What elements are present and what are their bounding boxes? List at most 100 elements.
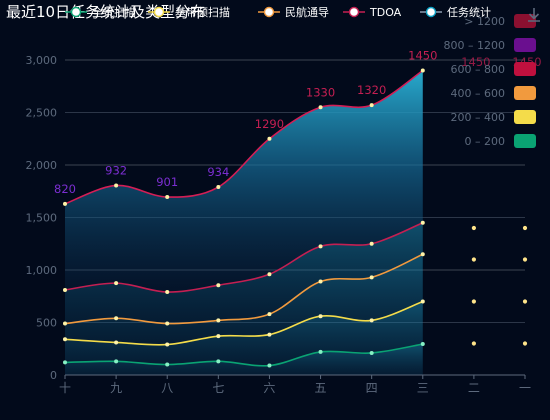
data-point (216, 185, 221, 190)
data-point (318, 105, 323, 110)
legend-marker (425, 6, 437, 18)
data-label: 901 (156, 175, 178, 189)
data-point (165, 342, 170, 347)
visual-map-label: 800 – 1200 (444, 39, 505, 52)
data-point (63, 287, 67, 292)
legend-item-3[interactable]: TDOA (343, 6, 402, 19)
visual-map-swatch (514, 14, 536, 28)
y-tick-label: 3,000 (26, 54, 58, 67)
visual-map-swatch (514, 86, 536, 100)
legend[interactable]: 全景扫描 基带频扫描 民航通导 TDOA 任务统计 (65, 5, 491, 19)
x-tick-label: 三 (417, 381, 429, 395)
visual-map-swatch (514, 38, 536, 52)
data-label: 932 (105, 163, 127, 177)
data-point (267, 332, 272, 337)
data-point (318, 314, 323, 319)
series-area-1 (65, 301, 423, 366)
data-point (165, 362, 170, 367)
legend-item-1[interactable]: 基带频扫描 (148, 5, 230, 19)
x-tick-label: 五 (315, 381, 327, 395)
data-label: 1290 (255, 117, 284, 131)
series-points (63, 68, 528, 368)
legend-label: 全景扫描 (92, 5, 136, 19)
data-point (420, 68, 425, 73)
legend-marker (70, 6, 82, 18)
data-point (318, 279, 323, 284)
visual-map-swatch (514, 134, 536, 148)
y-tick-label: 500 (36, 317, 57, 330)
data-point (318, 244, 323, 249)
visual-map-item-5[interactable]: 0 – 200 (465, 134, 537, 148)
visual-map-legend[interactable]: > 1200 800 – 1200 600 – 800 400 – 600 200 – … (444, 14, 536, 148)
visual-map-swatch (514, 110, 536, 124)
legend-marker (263, 6, 275, 18)
future-point (522, 257, 528, 262)
data-point (369, 103, 374, 108)
x-tick-label: 九 (110, 381, 122, 395)
data-point (267, 136, 272, 141)
data-point (165, 195, 170, 200)
data-label: 934 (207, 165, 229, 179)
data-point (63, 360, 67, 365)
visual-map-label: 400 – 600 (451, 87, 505, 100)
data-point (216, 283, 221, 288)
x-tick-label: 一 (519, 381, 531, 395)
visual-map-item-3[interactable]: 400 – 600 (451, 86, 536, 100)
visual-map-label: 600 – 800 (451, 63, 505, 76)
y-tick-label: 0 (50, 369, 57, 382)
data-point (114, 281, 119, 286)
visual-map-item-1[interactable]: 800 – 1200 (444, 38, 536, 52)
legend-item-4[interactable]: 任务统计 (420, 6, 491, 19)
data-point (114, 183, 119, 188)
series-line-0 (64, 343, 424, 367)
series-line-3 (64, 221, 424, 293)
data-label: 1450 (461, 55, 490, 69)
data-point (267, 312, 272, 317)
data-point (63, 321, 67, 326)
data-point (369, 318, 374, 323)
chart-title: 最近10日任务统计及类型分布 (6, 3, 205, 21)
data-point (63, 201, 67, 206)
legend-label: 民航通导 (285, 5, 329, 19)
visual-map-label: 0 – 200 (465, 135, 506, 148)
future-point (471, 257, 476, 262)
data-label: 820 (54, 182, 76, 196)
data-point (267, 272, 272, 277)
data-point (216, 334, 221, 339)
data-point (369, 275, 374, 280)
series-area-4 (65, 70, 423, 293)
data-label: 1330 (306, 85, 335, 99)
series-line-4 (64, 69, 424, 205)
visual-map-item-0[interactable]: > 1200 (464, 14, 536, 28)
future-point (471, 225, 476, 231)
x-tick-label: 二 (468, 381, 480, 395)
legend-item-0[interactable]: 全景扫描 (65, 5, 136, 19)
visual-map-item-4[interactable]: 200 – 400 (451, 110, 536, 124)
series-areas (65, 70, 423, 375)
series-lines (64, 69, 424, 367)
legend-item-2[interactable]: 民航通导 (258, 5, 329, 19)
series-line-1 (64, 300, 424, 346)
legend-label: 基带频扫描 (175, 5, 230, 19)
y-tick-label: 1,500 (26, 212, 58, 225)
x-tick-label: 八 (161, 381, 173, 395)
data-point (216, 359, 221, 364)
visual-map-label: 200 – 400 (451, 111, 505, 124)
y-tick-label: 2,500 (26, 107, 58, 120)
future-point (522, 299, 528, 304)
data-point (420, 220, 425, 225)
x-tick-label: 七 (212, 381, 224, 395)
data-point (420, 299, 425, 304)
data-point (369, 350, 374, 355)
series-area-2 (65, 254, 423, 345)
data-point (420, 252, 425, 257)
y-tick-label: 1,000 (26, 264, 58, 277)
visual-map-item-2[interactable]: 600 – 800 (451, 62, 536, 76)
download-icon[interactable] (528, 8, 540, 22)
data-point (216, 318, 221, 323)
legend-label: 任务统计 (447, 6, 491, 19)
x-tick-label: 四 (366, 381, 378, 395)
data-point (63, 337, 67, 342)
data-point (114, 316, 119, 321)
